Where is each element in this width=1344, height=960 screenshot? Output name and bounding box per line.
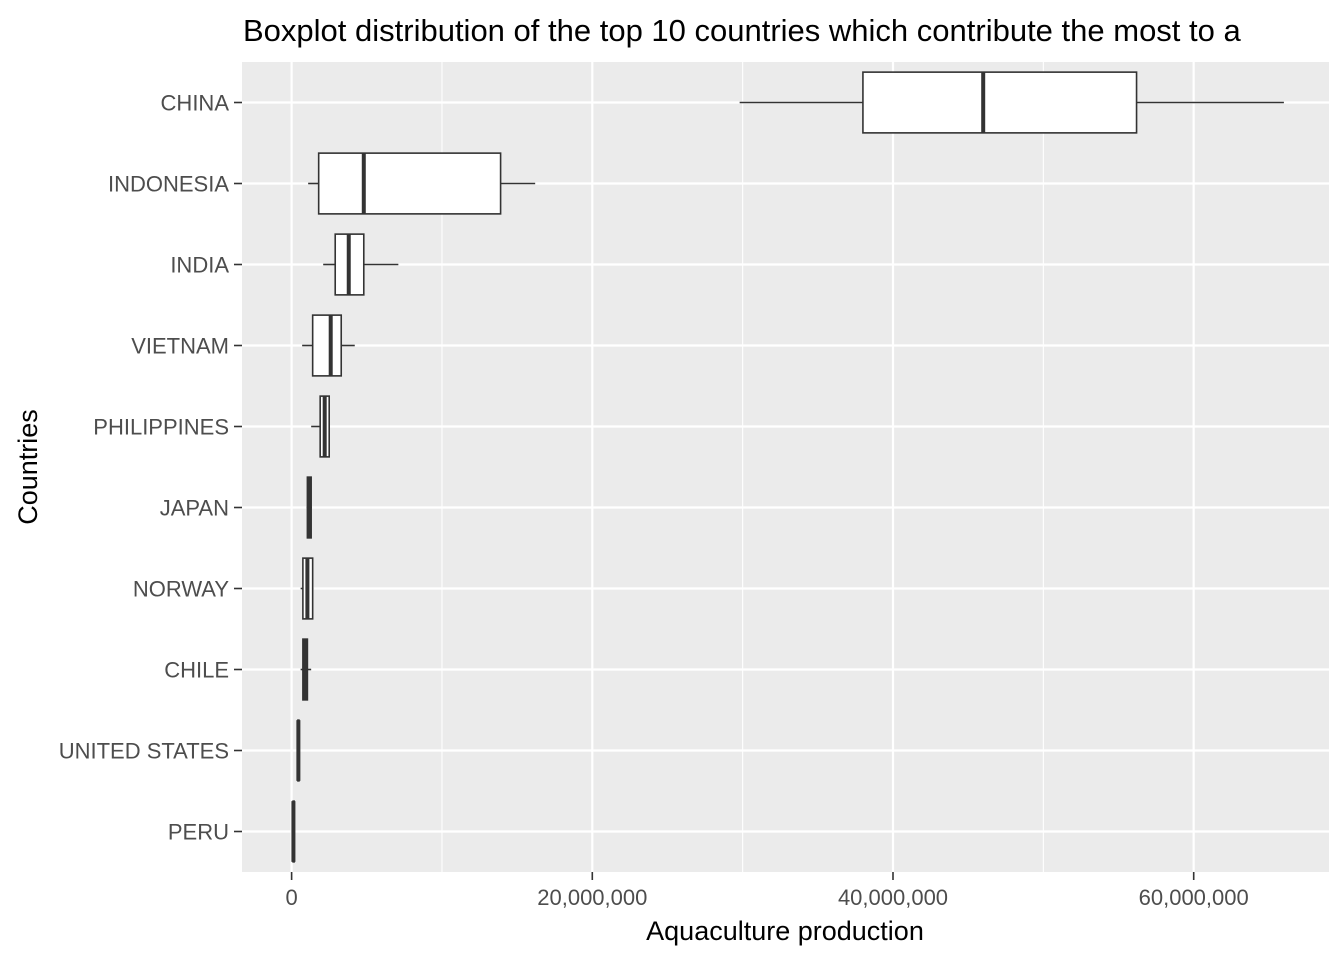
y-tick-label-peru: PERU [168,820,229,845]
box-norway [300,557,314,620]
box-layer [291,71,1284,863]
x-axis-title: Aquaculture production [646,916,924,946]
y-tick-label-united-states: UNITED STATES [59,739,229,764]
box-peru [291,800,296,863]
box-united-states [296,719,301,782]
x-tick-label: 40,000,000 [838,885,948,910]
iqr-box-indonesia [317,152,502,215]
y-tick-label-vietnam: VIETNAM [131,334,229,359]
y-tick-label-india: INDIA [170,253,229,278]
y-tick-label-japan: JAPAN [160,496,229,521]
y-tick-label-chile: CHILE [164,658,229,683]
y-axis-title: Countries [13,409,43,525]
box-chile [300,638,312,701]
y-tick-label-norway: NORWAY [133,577,229,602]
box-japan [306,476,312,539]
y-tick-label-indonesia: INDONESIA [108,172,229,197]
box-vietnam [302,314,355,377]
y-tick-label-china: CHINA [161,91,230,116]
y-tick-label-philippines: PHILIPPINES [93,415,229,440]
chart-title: Boxplot distribution of the top 10 count… [243,13,1241,48]
box-india [323,233,399,296]
x-tick-label: 20,000,000 [537,885,647,910]
box-china [739,71,1284,134]
iqr-box-vietnam [311,314,343,377]
box-indonesia [308,152,536,215]
x-tick-label: 0 [285,885,297,910]
x-tick-label: 60,000,000 [1139,885,1249,910]
box-philippines [311,395,331,458]
y-axis: CHINA INDONESIA INDIA VIETNAM PHILIPPINES JAP… [59,91,242,845]
x-axis: 0 20,000,000 40,000,000 60,000,000 [285,872,1249,910]
iqr-box-china [862,71,1138,134]
